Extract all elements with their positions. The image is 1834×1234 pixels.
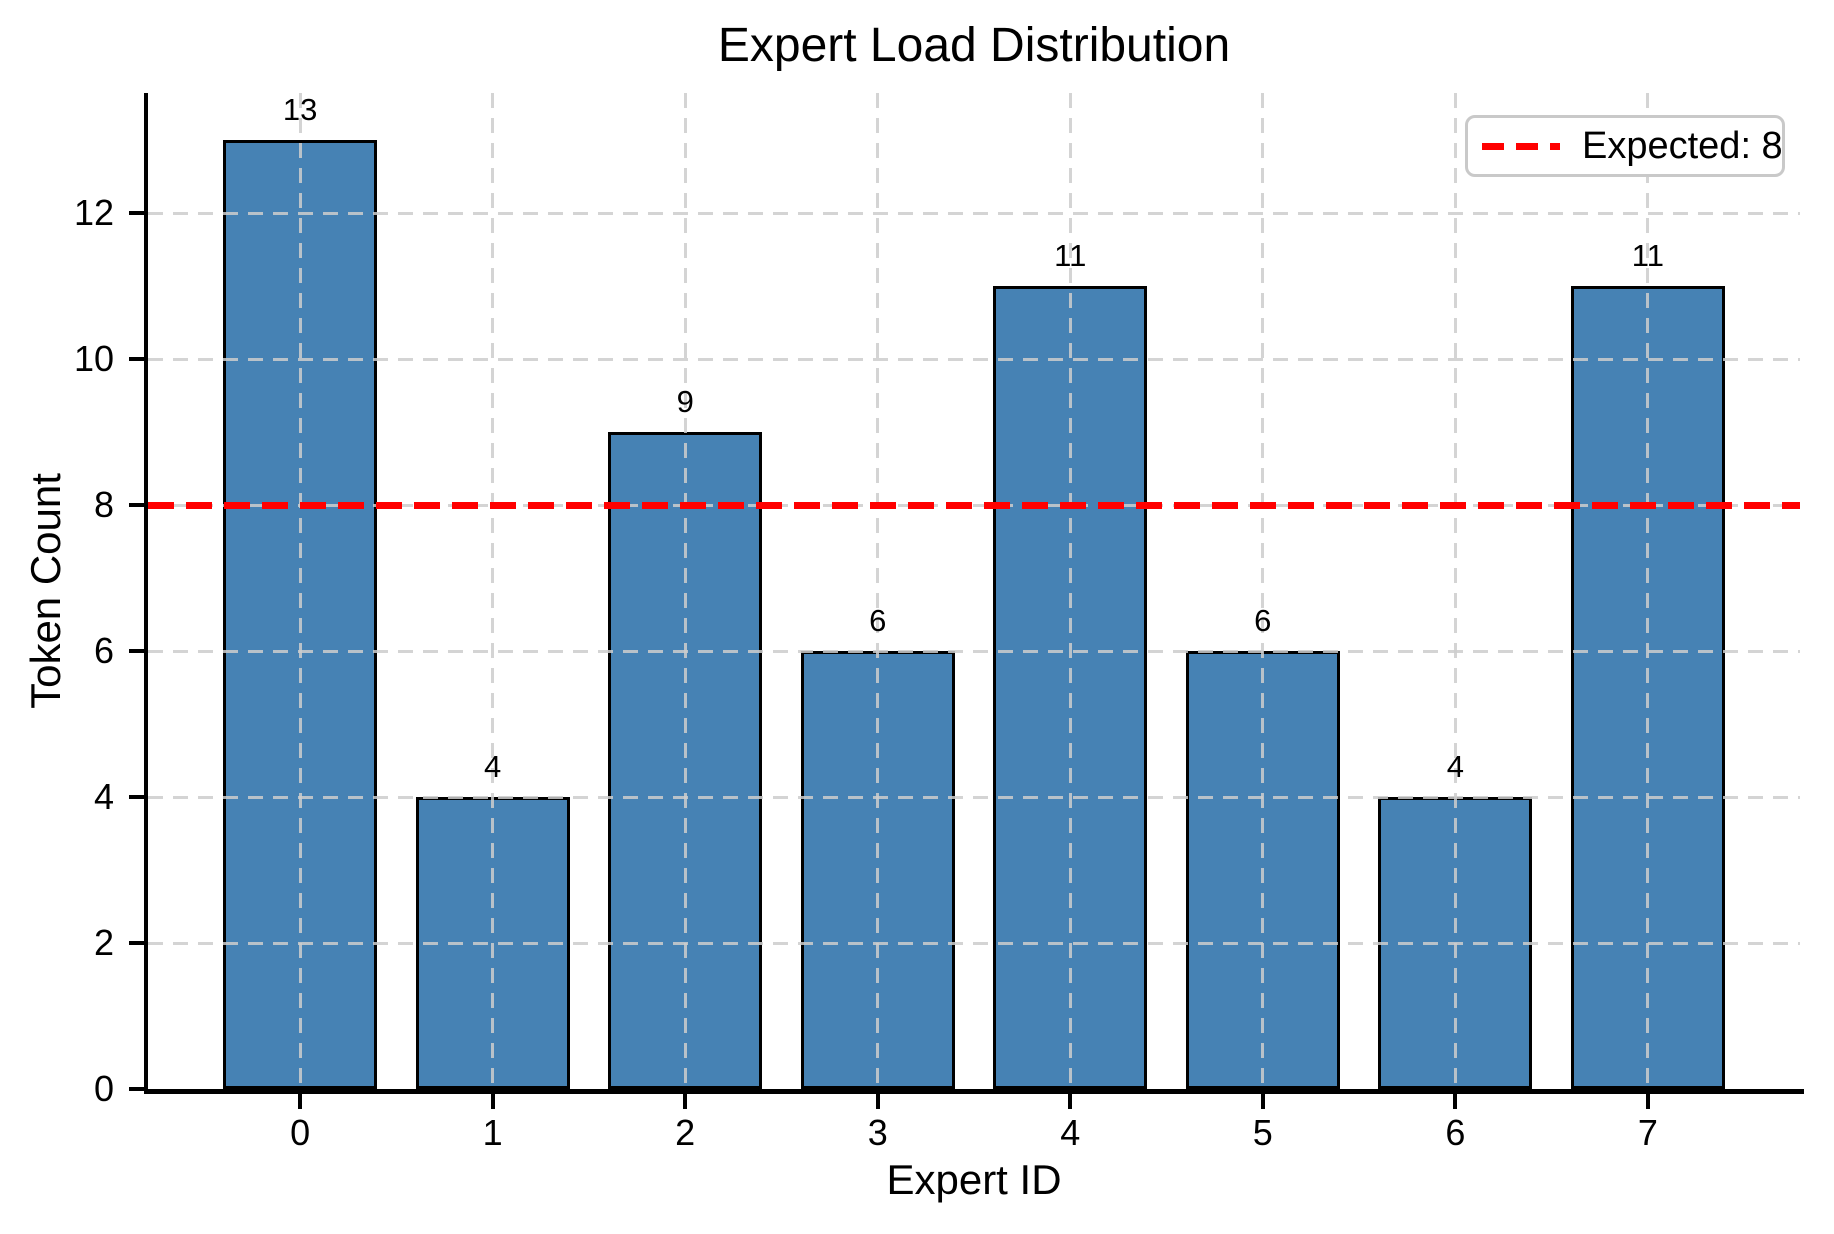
y-tick-mark: [129, 503, 144, 508]
y-tick-mark: [129, 649, 144, 654]
y-tick-mark: [129, 211, 144, 216]
y-gridline: [148, 211, 1800, 215]
y-tick-mark: [129, 941, 144, 946]
y-tick-label: 12: [73, 192, 114, 234]
bar-value-label: 9: [676, 384, 694, 420]
x-gridline: [876, 93, 880, 1089]
x-gridline: [1646, 93, 1650, 1089]
expected-reference-line: [148, 501, 1800, 509]
x-tick-label: 7: [1637, 1112, 1658, 1153]
x-axis-spine: [144, 1089, 1804, 1094]
x-tick-mark: [1645, 1089, 1650, 1109]
bar-value-label: 11: [1054, 238, 1087, 274]
x-tick-mark: [1068, 1089, 1073, 1109]
chart-title: Expert Load Distribution: [717, 19, 1231, 72]
x-axis-label: Expert ID: [886, 1156, 1062, 1203]
bar-value-label: 11: [1631, 238, 1664, 274]
x-gridline: [1453, 93, 1457, 1089]
x-tick-label: 6: [1445, 1112, 1466, 1153]
legend-label: Expected: 8: [1582, 124, 1783, 167]
y-gridline: [148, 649, 1800, 653]
y-tick-label: 8: [93, 484, 114, 526]
x-gridline: [491, 93, 495, 1089]
y-gridline: [148, 941, 1800, 945]
bar-value-label: 6: [1254, 603, 1272, 639]
legend-dashed-line-sample: [1482, 142, 1560, 150]
y-axis-spine: [144, 93, 148, 1094]
x-tick-mark: [1260, 1089, 1265, 1109]
bar-value-label: 13: [282, 92, 318, 128]
x-gridline: [1068, 93, 1072, 1089]
bar-value-label: 6: [869, 603, 887, 639]
x-tick-mark: [298, 1089, 303, 1109]
x-gridline: [1261, 93, 1265, 1089]
y-tick-label: 6: [93, 630, 114, 672]
x-gridline: [683, 93, 687, 1089]
x-tick-label: 4: [1060, 1112, 1081, 1153]
x-tick-label: 1: [482, 1112, 503, 1153]
y-tick-label: 4: [93, 776, 114, 818]
x-tick-label: 3: [867, 1112, 888, 1153]
y-tick-mark: [129, 795, 144, 800]
legend: Expected: 8: [1465, 115, 1785, 177]
y-tick-mark: [129, 357, 144, 362]
bar-value-label: 4: [1446, 749, 1464, 785]
x-tick-mark: [1453, 1089, 1458, 1109]
x-tick-mark: [875, 1089, 880, 1109]
x-tick-label: 0: [290, 1112, 311, 1153]
x-tick-label: 2: [675, 1112, 696, 1153]
x-gridline: [298, 93, 302, 1089]
x-tick-mark: [683, 1089, 688, 1109]
plot-area: 13 4 9 6 11 6 4 11 0 1 2 3 4 5 6 7 0 2 4 6 8 10 12: [74, 92, 1804, 1153]
y-tick-label: 0: [93, 1068, 114, 1109]
bar-value-label: 4: [484, 749, 502, 785]
x-tick-mark: [490, 1089, 495, 1109]
y-gridline: [148, 795, 1800, 799]
y-tick-label: 2: [93, 922, 114, 964]
y-tick-label: 10: [73, 338, 114, 380]
x-tick-label: 5: [1252, 1112, 1273, 1153]
y-tick-mark: [129, 1087, 144, 1091]
y-gridline: [148, 357, 1800, 361]
